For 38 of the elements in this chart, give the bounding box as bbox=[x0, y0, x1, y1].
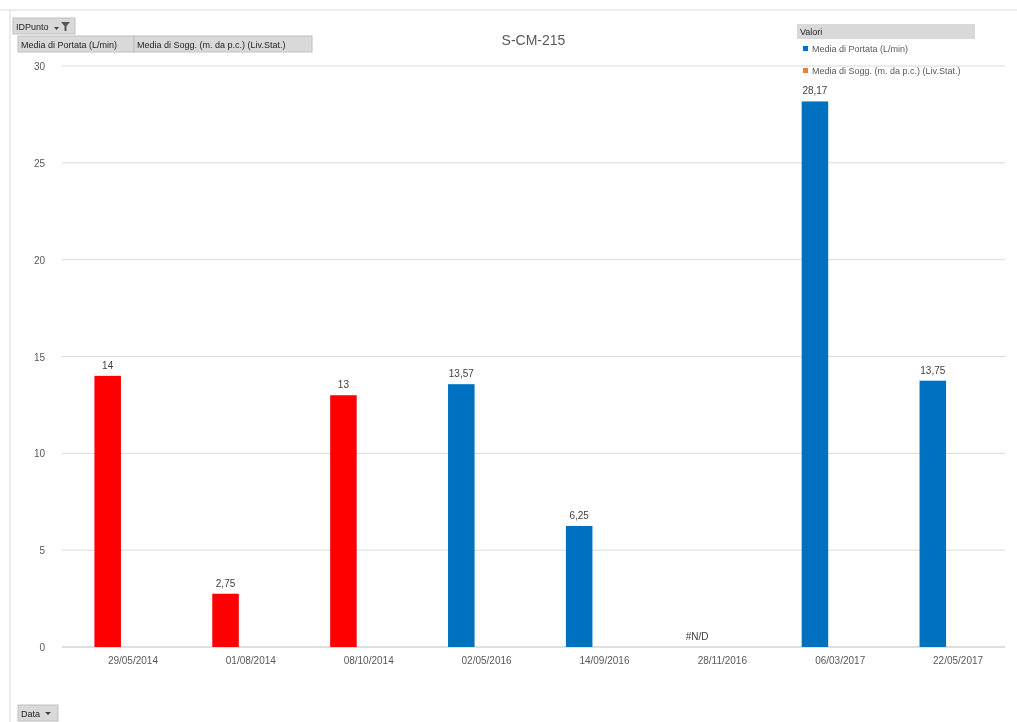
text: Media di Sogg. (m. da p.c.) (Liv.Stat.) bbox=[137, 40, 286, 50]
bar bbox=[448, 384, 475, 647]
bar bbox=[94, 375, 121, 647]
y-tick-label: 5 bbox=[39, 545, 46, 557]
legend-label: Media di Portata (L/min) bbox=[812, 44, 909, 54]
x-tick-label: 28/11/2016 bbox=[697, 655, 748, 666]
text: Media di Portata (L/min) bbox=[21, 40, 118, 50]
x-tick-label: 02/05/2016 bbox=[461, 655, 513, 666]
x-tick-label: 08/10/2014 bbox=[343, 655, 395, 666]
x-tick-label: 22/05/2017 bbox=[933, 655, 984, 666]
text: #N/D bbox=[685, 631, 709, 642]
data-label: 13,57 bbox=[448, 368, 475, 380]
data-label: 28,17 bbox=[802, 85, 828, 97]
bar bbox=[565, 525, 593, 647]
chart-title: S-CM-215 bbox=[501, 32, 566, 48]
text: Data bbox=[21, 709, 41, 719]
text: IDPunto bbox=[16, 22, 49, 32]
x-tick-label: 29/05/2014 bbox=[107, 655, 159, 666]
data-label: 14 bbox=[102, 359, 114, 371]
data-label: 13 bbox=[337, 379, 350, 391]
data-label: 2,75 bbox=[215, 577, 236, 589]
bar bbox=[330, 395, 357, 647]
bar bbox=[801, 101, 829, 647]
x-tick-label: 14/09/2016 bbox=[579, 655, 630, 666]
y-tick-label: 15 bbox=[33, 351, 46, 363]
legend-title: Valori bbox=[800, 27, 823, 37]
y-tick-label: 0 bbox=[39, 642, 46, 653]
y-tick-label: 25 bbox=[33, 157, 46, 169]
x-tick-label: 01/08/2014 bbox=[225, 655, 277, 666]
y-tick-label: 10 bbox=[33, 448, 46, 460]
bar bbox=[212, 593, 239, 647]
bar bbox=[919, 380, 947, 647]
data-label: 13,75 bbox=[920, 364, 946, 376]
y-tick-label: 20 bbox=[33, 254, 46, 266]
x-tick-label: 06/03/2017 bbox=[815, 655, 866, 666]
y-tick-label: 30 bbox=[33, 61, 46, 72]
data-label: 6,25 bbox=[569, 509, 590, 521]
legend-label: Media di Sogg. (m. da p.c.) (Liv.Stat.) bbox=[812, 66, 961, 76]
